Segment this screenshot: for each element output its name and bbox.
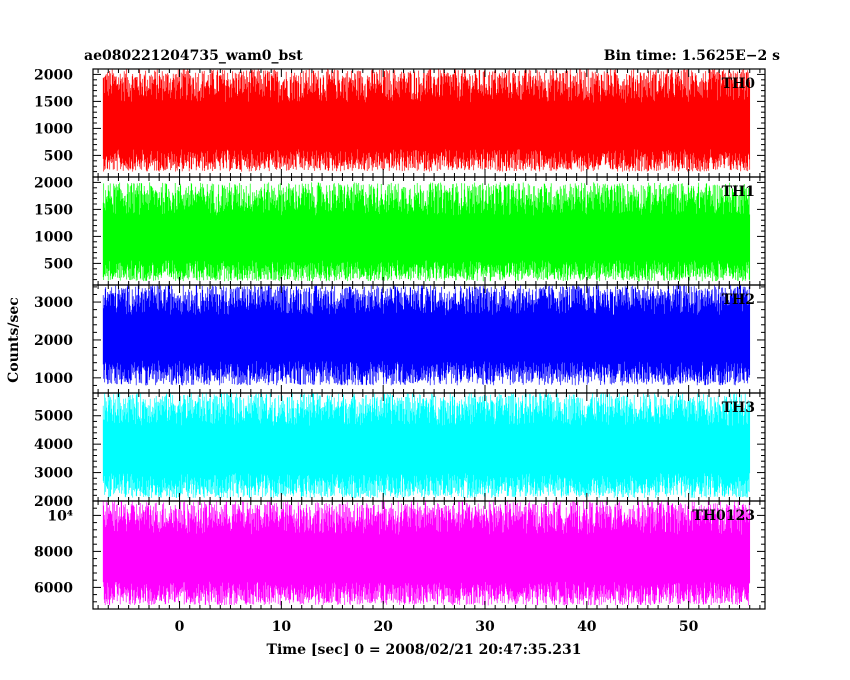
x-tick-label: 0 bbox=[175, 619, 185, 635]
chart-panels: 500 1000 1500 2000 TH0 500 1000 1500 2000 TH1 1000… bbox=[34, 67, 766, 610]
y-tick-label: 6000 bbox=[34, 580, 73, 596]
y-tick-label: 2000 bbox=[34, 494, 73, 510]
x-axis-label: Time [sec] 0 = 2008/02/21 20:47:35.231 bbox=[267, 642, 582, 658]
panel-th1: 500 1000 1500 2000 TH1 bbox=[34, 175, 766, 286]
y-tick-label: 2000 bbox=[34, 333, 73, 349]
y-tick-label: 1000 bbox=[34, 371, 73, 387]
panel-frame bbox=[92, 500, 766, 610]
y-axis-label: Counts/sec bbox=[6, 297, 22, 383]
y-tick-label: 4000 bbox=[34, 437, 73, 453]
series-th2-trace bbox=[102, 285, 751, 386]
panel-name-label: TH2 bbox=[722, 292, 755, 308]
y-tick-label: 500 bbox=[44, 148, 73, 164]
y-tick-label: 2000 bbox=[34, 175, 73, 191]
y-tick-label: 1500 bbox=[34, 94, 73, 110]
x-tick-label: 30 bbox=[475, 619, 495, 635]
panel-th0: 500 1000 1500 2000 TH0 bbox=[34, 67, 766, 178]
y-tick-label: 1000 bbox=[34, 229, 73, 245]
y-tick-label: 2000 bbox=[34, 67, 73, 83]
chart-title: ae080221204735_wam0_bst bbox=[84, 48, 303, 64]
y-tick-label: 10⁴ bbox=[47, 508, 73, 524]
x-tick-label: 50 bbox=[679, 619, 699, 635]
panel-name-label: TH1 bbox=[722, 184, 755, 200]
x-tick-label: 40 bbox=[577, 619, 597, 635]
series-th0123-trace bbox=[102, 501, 751, 606]
x-axis: 0 10 20 30 40 50 bbox=[97, 69, 761, 635]
y-tick-label: 1500 bbox=[34, 202, 73, 218]
y-tick-label: 3000 bbox=[34, 466, 73, 482]
panel-th2: 1000 2000 3000 TH2 bbox=[34, 284, 766, 394]
series-th1-trace bbox=[102, 182, 751, 282]
panel-name-label: TH0 bbox=[722, 76, 756, 92]
y-tick-label: 8000 bbox=[34, 544, 73, 560]
y-tick-label: 5000 bbox=[34, 409, 73, 425]
panel-th0123: 6000 8000 10⁴ TH0123 bbox=[34, 500, 766, 610]
y-tick-label: 1000 bbox=[34, 121, 73, 137]
x-tick-label: 20 bbox=[373, 619, 393, 635]
panel-name-label: TH3 bbox=[722, 400, 755, 416]
panel-name-label: TH0123 bbox=[692, 508, 755, 524]
y-tick-label: 3000 bbox=[34, 295, 73, 311]
bin-time-label: Bin time: 1.5625E−2 s bbox=[604, 48, 780, 64]
series-th3-trace bbox=[102, 393, 751, 499]
panel-th3: 2000 3000 4000 5000 TH3 bbox=[34, 392, 766, 510]
y-tick-label: 500 bbox=[44, 256, 73, 272]
x-tick-label: 10 bbox=[272, 619, 292, 635]
series-th0-trace bbox=[102, 69, 751, 172]
